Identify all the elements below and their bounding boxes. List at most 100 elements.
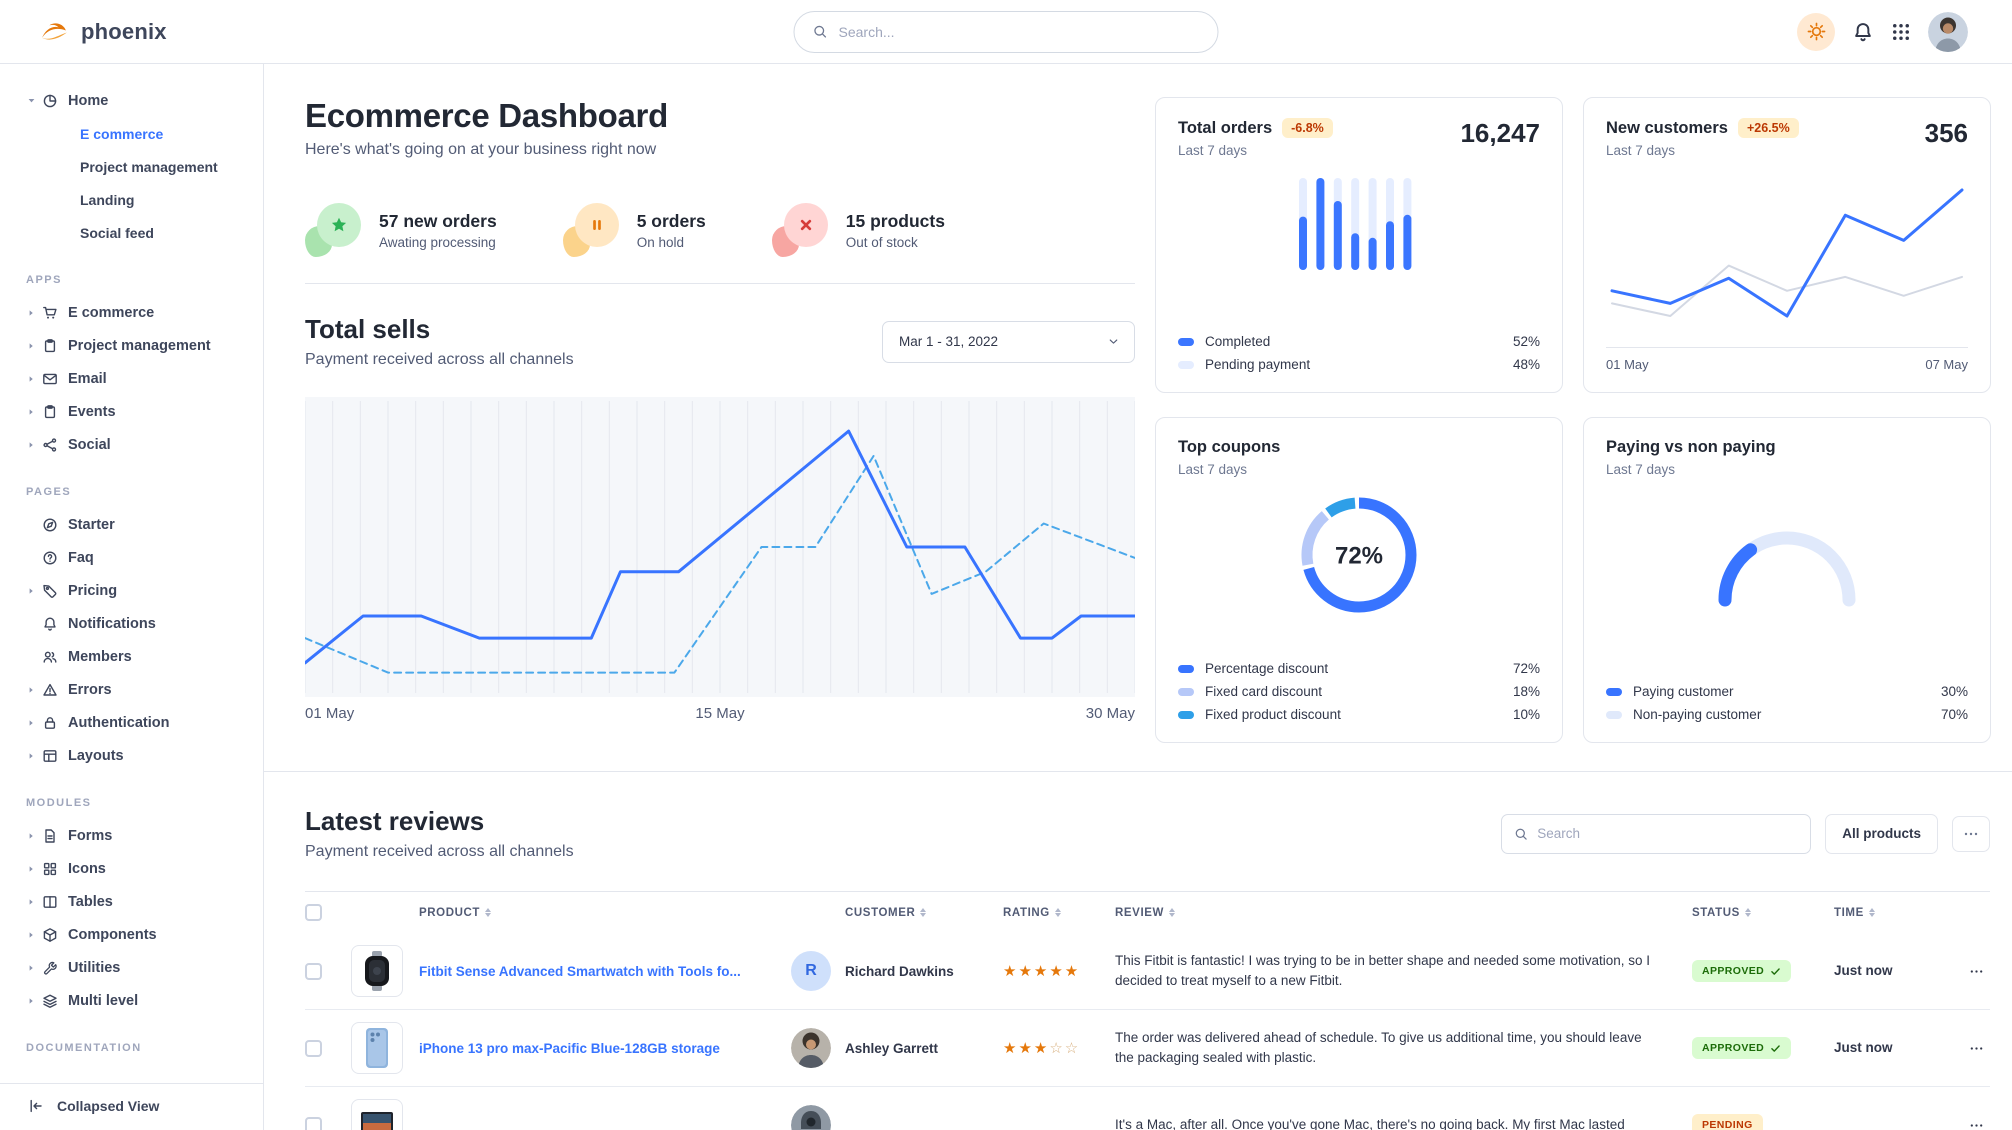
sidebar-item-starter[interactable]: Starter <box>0 508 263 541</box>
legend-value: 70% <box>1940 707 1968 722</box>
x-tick: 30 May <box>1085 705 1135 722</box>
legend-swatch <box>1178 687 1194 696</box>
stat-value: 15 products <box>845 210 945 231</box>
sidebar-item-tables[interactable]: Tables <box>0 885 263 918</box>
caret-down-icon <box>28 98 35 103</box>
check-icon <box>1771 967 1780 975</box>
sidebar-item-components[interactable]: Components <box>0 918 263 951</box>
user-avatar[interactable] <box>1928 11 1968 52</box>
status-badge: APPROVED <box>1692 960 1792 982</box>
sidebar-item-faq[interactable]: Faq <box>0 541 263 574</box>
review-time: Just now <box>1834 963 1893 978</box>
check-icon <box>1771 1044 1780 1052</box>
sidebar-item-authentication[interactable]: Authentication <box>0 706 263 739</box>
customer-name: Ashley Garrett <box>845 1040 939 1056</box>
sidebar-item-errors[interactable]: Errors <box>0 673 263 706</box>
x-tick: 15 May <box>695 705 745 722</box>
legend-item-pending-payment: Pending payment 48% <box>1178 357 1540 372</box>
table-row: Fitbit Sense Advanced Smartwatch with To… <box>305 933 1990 1010</box>
row-checkbox[interactable] <box>305 1116 322 1130</box>
product-image <box>351 1022 403 1074</box>
card-title: Total orders <box>1178 118 1273 137</box>
all-products-button[interactable]: All products <box>1825 813 1938 854</box>
sort-icon <box>1054 908 1061 917</box>
sidebar-item-project-management[interactable]: Project management <box>80 158 218 175</box>
reviews-more-button[interactable] <box>1952 815 1990 852</box>
warning-triangle-icon <box>43 683 57 696</box>
status-badge: APPROVED <box>1692 1037 1792 1059</box>
product-link[interactable]: Fitbit Sense Advanced Smartwatch with To… <box>419 963 741 979</box>
date-range-value: Mar 1 - 31, 2022 <box>899 334 999 349</box>
caret-right-icon <box>29 686 33 693</box>
column-header-review[interactable]: REVIEW <box>1115 907 1175 919</box>
global-search <box>793 10 1219 53</box>
sidebar-item-e-commerce[interactable]: E commerce <box>80 125 164 142</box>
product-image <box>351 945 403 997</box>
legend-label: Fixed product discount <box>1205 707 1341 722</box>
column-header-rating[interactable]: RATING <box>1003 907 1061 919</box>
sidebar-item-icons[interactable]: Icons <box>0 852 263 885</box>
sidebar-item-label: Starter <box>68 516 115 533</box>
legend-swatch <box>1178 710 1194 719</box>
sidebar-item-e-commerce[interactable]: E commerce <box>0 296 263 329</box>
select-all-checkbox[interactable] <box>305 904 322 921</box>
sidebar-item-social-feed[interactable]: Social feed <box>80 224 154 241</box>
column-header-product[interactable]: PRODUCT <box>419 907 492 919</box>
customer-avatar: R <box>791 951 831 991</box>
search-input[interactable] <box>838 23 1200 40</box>
legend-item-non-paying-customer: Non-paying customer 70% <box>1606 707 1968 722</box>
row-more-button[interactable] <box>1969 1041 1984 1056</box>
sidebar-item-layouts[interactable]: Layouts <box>0 739 263 772</box>
brand-logo[interactable]: phoenix <box>38 15 167 48</box>
chevron-down-icon <box>1109 339 1118 344</box>
sidebar-item-project-management[interactable]: Project management <box>0 329 263 362</box>
reviews-table-body: Fitbit Sense Advanced Smartwatch with To… <box>305 933 1990 1130</box>
product-link[interactable]: iPhone 13 pro max-Pacific Blue-128GB sto… <box>419 1040 720 1056</box>
column-header-time[interactable]: TIME <box>1834 907 1875 919</box>
sidebar-item-events[interactable]: Events <box>0 395 263 428</box>
sidebar-item-label: Notifications <box>68 615 156 632</box>
sidebar-item-landing[interactable]: Landing <box>80 191 135 208</box>
row-more-button[interactable] <box>1969 1118 1984 1130</box>
row-checkbox[interactable] <box>305 962 322 980</box>
latest-reviews-section: Latest reviews Payment received across a… <box>305 772 1990 1130</box>
sidebar-item-label: Tables <box>68 893 113 910</box>
reviews-controls: All products <box>1501 813 1990 854</box>
stats-divider <box>305 283 1135 284</box>
reviews-search-input[interactable] <box>1537 826 1799 841</box>
column-header-customer[interactable]: CUSTOMER <box>845 907 927 919</box>
date-range-select[interactable]: Mar 1 - 31, 2022 <box>882 320 1135 363</box>
tag-icon <box>43 584 57 598</box>
reviews-table: PRODUCT CUSTOMER RATING REVIEW STATUS TIME Fi… <box>305 891 1990 1130</box>
sidebar-item-label: Utilities <box>68 959 121 976</box>
sort-icon <box>1868 908 1875 917</box>
caret-right-icon <box>29 931 33 938</box>
users-icon <box>43 651 57 663</box>
search-icon <box>1515 828 1527 840</box>
bell-icon <box>1855 22 1871 41</box>
column-header-status[interactable]: STATUS <box>1692 907 1751 919</box>
sidebar-item-email[interactable]: Email <box>0 362 263 395</box>
row-more-button[interactable] <box>1969 964 1984 979</box>
sidebar-item-pricing[interactable]: Pricing <box>0 574 263 607</box>
page-subtitle: Here's what's going on at your business … <box>305 141 657 158</box>
caret-right-icon <box>29 832 33 839</box>
row-checkbox[interactable] <box>305 1039 322 1057</box>
collapse-view-button[interactable]: Collapsed View <box>0 1098 159 1114</box>
new-customers-value: 356 <box>1924 118 1968 148</box>
sidebar-item-notifications[interactable]: Notifications <box>0 607 263 640</box>
notifications-button[interactable] <box>1852 21 1874 43</box>
legend-label: Non-paying customer <box>1633 707 1762 722</box>
theme-toggle-button[interactable] <box>1797 12 1835 51</box>
apps-menu-button[interactable] <box>1891 22 1911 42</box>
sidebar-item-utilities[interactable]: Utilities <box>0 951 263 984</box>
sidebar-item-multi-level[interactable]: Multi level <box>0 984 263 1017</box>
paying-vs-non-paying-card: Paying vs non paying Last 7 days Paying … <box>1583 417 1991 743</box>
card-title: Paying vs non paying <box>1606 438 1776 456</box>
sidebar-item-social[interactable]: Social <box>0 428 263 461</box>
sidebar-item-forms[interactable]: Forms <box>0 819 263 852</box>
sidebar-item-home[interactable]: Home <box>0 84 263 117</box>
caret-right-icon <box>29 587 33 594</box>
section-divider <box>264 771 2012 772</box>
sidebar-item-members[interactable]: Members <box>0 640 263 673</box>
